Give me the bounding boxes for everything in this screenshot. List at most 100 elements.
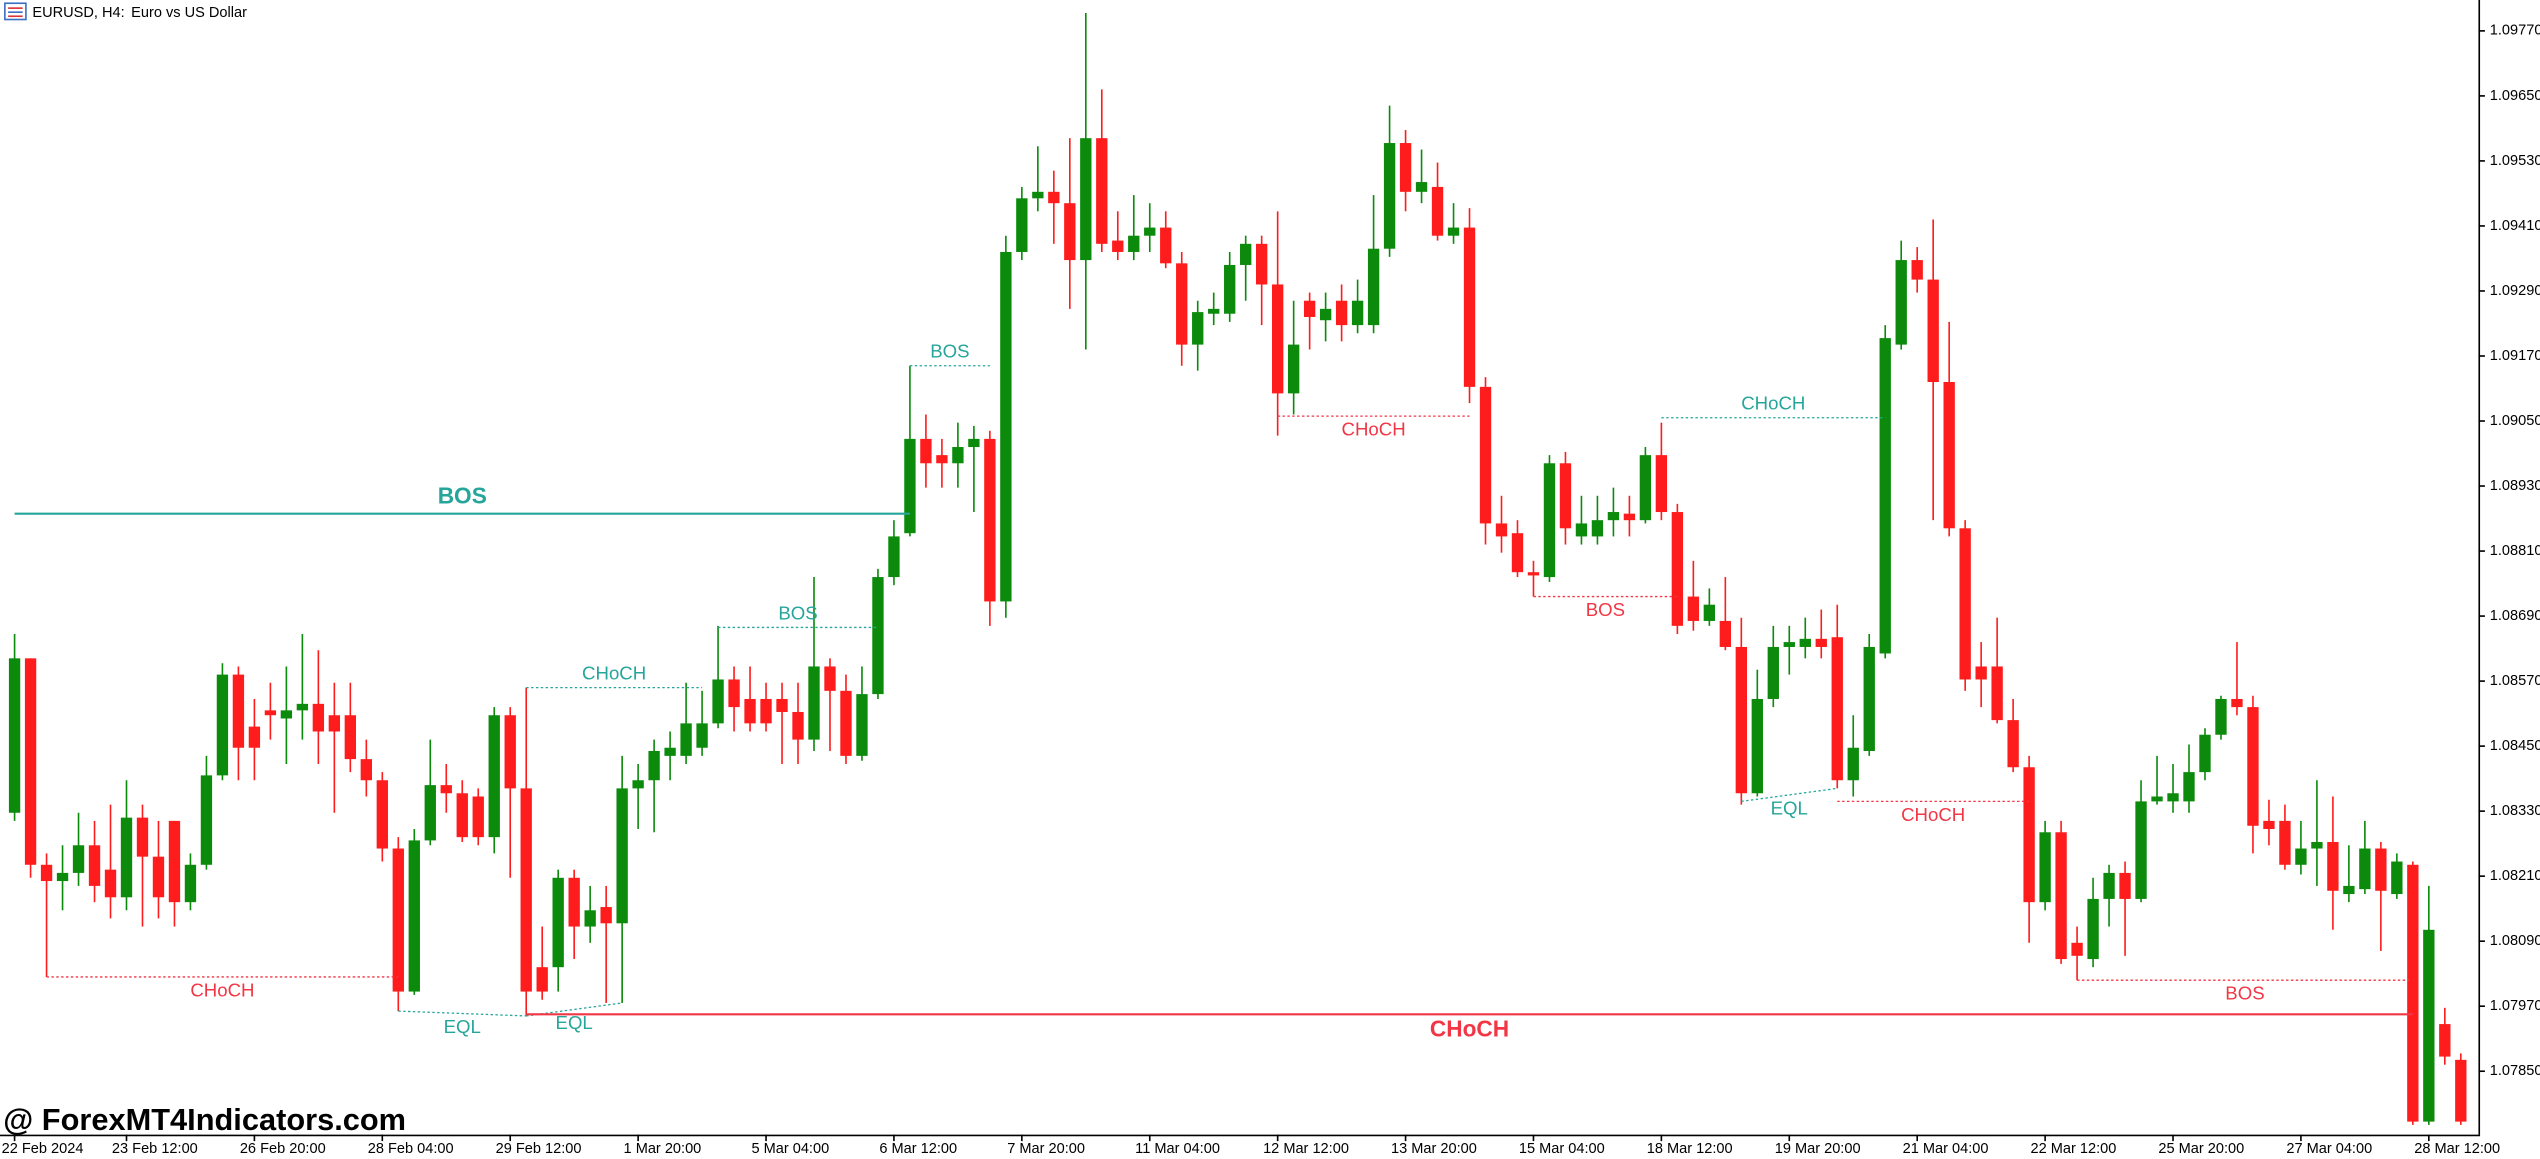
y-tick-label: 1.08930 — [2490, 478, 2540, 494]
candle-body — [1607, 512, 1620, 521]
structure-label: EQL — [556, 1012, 593, 1033]
x-tick-label: 6 Mar 12:00 — [879, 1141, 957, 1157]
candle-body — [1671, 512, 1684, 626]
candle-body — [2151, 796, 2163, 802]
y-tick-label: 1.09650 — [2490, 88, 2540, 104]
candle-body — [1959, 528, 1971, 680]
candle-body — [1591, 520, 1604, 537]
candle-body — [24, 658, 37, 865]
candle-body — [360, 759, 372, 781]
candle-body — [1639, 455, 1652, 521]
candle-body — [1208, 308, 1220, 314]
candle-body — [1303, 300, 1316, 317]
candle-body — [56, 872, 69, 882]
candles — [8, 13, 2467, 1125]
candle-body — [1096, 138, 1108, 244]
x-tick-label: 1 Mar 20:00 — [624, 1141, 702, 1157]
candle-body — [1575, 523, 1588, 537]
candle-body — [744, 698, 756, 724]
candle-body — [840, 690, 852, 756]
candle-body — [856, 694, 868, 756]
candle-body — [1511, 533, 1524, 573]
candle-body — [1367, 248, 1380, 326]
candle-body — [2071, 942, 2083, 956]
candle-body — [1927, 279, 1939, 382]
candle-body — [1975, 666, 1987, 680]
candle-body — [632, 780, 644, 789]
candle-body — [712, 679, 724, 724]
candle-body — [2039, 832, 2051, 903]
candle-body — [696, 723, 708, 748]
candle-body — [2231, 698, 2243, 708]
candle-body — [2439, 1024, 2451, 1057]
candle-body — [1240, 243, 1252, 265]
candle-body — [2215, 698, 2227, 735]
candle-body — [2359, 848, 2371, 890]
candle-body — [888, 536, 900, 578]
candle-body — [2055, 832, 2067, 960]
x-tick-label: 28 Mar 12:00 — [2414, 1141, 2500, 1157]
x-tick-label: 13 Mar 20:00 — [1391, 1141, 1477, 1157]
structure-label: BOS — [930, 341, 969, 362]
structure-label: BOS — [778, 602, 817, 623]
symbol-icon — [4, 2, 27, 21]
candle-body — [2167, 793, 2179, 802]
y-tick-label: 1.08090 — [2490, 933, 2540, 949]
x-tick-label: 15 Mar 04:00 — [1519, 1141, 1605, 1157]
candle-body — [1224, 264, 1236, 314]
candle-body — [1192, 312, 1204, 345]
y-tick-label: 1.09290 — [2490, 283, 2540, 299]
candle-body — [1767, 646, 1779, 699]
candle-body — [1176, 263, 1188, 345]
candle-body — [168, 820, 181, 903]
candle-body — [1943, 381, 1955, 529]
candle-body — [1064, 203, 1076, 261]
candle-body — [1559, 463, 1572, 529]
candle-body — [1383, 143, 1396, 249]
y-tick-label: 1.08210 — [2490, 868, 2540, 884]
candle-body — [504, 715, 516, 789]
candle-body — [904, 438, 916, 534]
candle-body — [1831, 637, 1843, 781]
candle-body — [1048, 191, 1060, 204]
structure-line — [398, 1010, 527, 1017]
chart-title: EURUSD, H4: Euro vs US Dollar — [32, 5, 247, 21]
candle-body — [1160, 227, 1172, 264]
candle-body — [1351, 300, 1364, 326]
x-tick-label: 27 Mar 04:00 — [2286, 1141, 2372, 1157]
candle-body — [1319, 308, 1332, 321]
candle-body — [1144, 227, 1156, 236]
candle-body — [776, 698, 788, 712]
candle-body — [200, 775, 213, 865]
candle-body — [1703, 604, 1716, 621]
candle-body — [1016, 198, 1028, 252]
candle-body — [1863, 646, 1875, 751]
candle-body — [872, 577, 884, 695]
candle-body — [8, 658, 21, 813]
description: Euro vs US Dollar — [131, 5, 247, 21]
candle-body — [120, 817, 133, 898]
candle-body — [440, 785, 452, 794]
candle-body — [1991, 666, 2003, 721]
structure-label: EQL — [1771, 797, 1808, 818]
candle-body — [728, 679, 740, 708]
structure-label: CHoCH — [1430, 1016, 1509, 1042]
candle-body — [1128, 235, 1140, 252]
y-tick-label: 1.09530 — [2490, 153, 2540, 169]
candle-body — [584, 910, 596, 927]
candle-body — [296, 703, 309, 711]
candle-body — [2375, 848, 2387, 891]
candle-body — [216, 674, 229, 776]
candle-body — [280, 710, 293, 719]
candle-body — [1479, 386, 1492, 524]
y-tick-label: 1.08810 — [2490, 543, 2540, 559]
candle-body — [2327, 842, 2339, 891]
x-tick-label: 11 Mar 04:00 — [1135, 1141, 1220, 1157]
candle-body — [2343, 885, 2355, 895]
candle-body — [72, 845, 85, 873]
candle-body — [1527, 572, 1540, 576]
candle-body — [536, 967, 548, 992]
candle-body — [2455, 1059, 2467, 1122]
structure-label: CHoCH — [1901, 804, 1965, 825]
